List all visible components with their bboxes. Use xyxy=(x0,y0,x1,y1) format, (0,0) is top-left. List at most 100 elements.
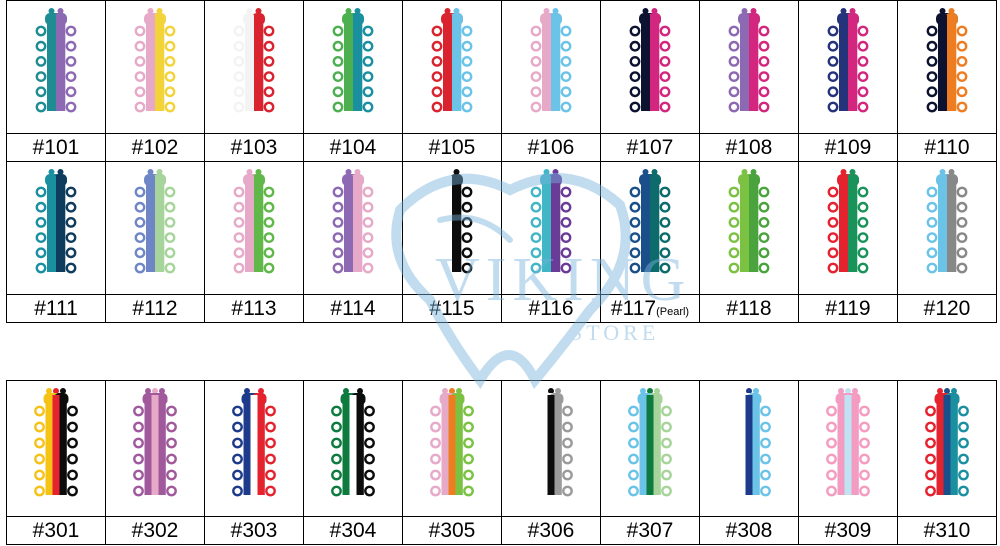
swatch-cell[interactable]: #306 xyxy=(502,381,601,545)
swatch-image xyxy=(799,381,897,517)
swatch-image xyxy=(700,1,798,134)
elastic-ligature-stick-icon xyxy=(827,8,869,113)
swatch-code: #112 xyxy=(132,297,178,320)
swatch-code-label: #106 xyxy=(502,133,600,161)
swatch-code-label: #307 xyxy=(601,516,699,544)
swatch-note: (Pearl) xyxy=(656,306,690,318)
elastic-ligature-stick-icon xyxy=(926,169,968,274)
swatch-cell[interactable]: #117(Pearl) xyxy=(601,162,700,323)
swatch-code: #108 xyxy=(725,136,773,159)
swatch-cell[interactable]: #310 xyxy=(898,381,997,545)
swatch-image xyxy=(106,381,204,517)
swatch-image xyxy=(502,1,600,134)
swatch-cell[interactable]: #118 xyxy=(700,162,799,323)
elastic-ligature-stick-icon xyxy=(133,388,177,497)
swatch-cell[interactable]: #111 xyxy=(7,162,106,323)
swatch-code: #306 xyxy=(527,519,575,542)
swatch-code: #308 xyxy=(725,519,773,542)
swatch-cell[interactable]: #114 xyxy=(304,162,403,323)
elastic-ligature-stick-icon xyxy=(530,169,572,274)
swatch-image xyxy=(601,381,699,517)
swatch-cell[interactable]: #105 xyxy=(403,1,502,162)
swatch-cell[interactable]: #303 xyxy=(205,381,304,545)
swatch-image xyxy=(502,381,600,517)
swatch-code-label: #109 xyxy=(799,133,897,161)
swatch-code: #101 xyxy=(32,136,80,159)
elastic-ligature-stick-icon xyxy=(629,8,671,113)
elastic-ligature-stick-icon xyxy=(728,169,770,274)
elastic-ligature-stick-icon xyxy=(332,169,374,274)
elastic-ligature-stick-icon xyxy=(431,169,473,274)
elastic-ligature-stick-icon xyxy=(727,388,771,497)
swatch-code-label: #119 xyxy=(799,294,897,322)
swatch-cell[interactable]: #302 xyxy=(106,381,205,545)
elastic-ligature-stick-icon xyxy=(332,8,374,113)
swatch-cell[interactable]: #106 xyxy=(502,1,601,162)
swatch-image xyxy=(700,381,798,517)
swatch-image xyxy=(601,1,699,134)
swatch-code-label: #310 xyxy=(898,516,996,544)
swatch-code-label: #103 xyxy=(205,133,303,161)
swatch-cell[interactable]: #115 xyxy=(403,162,502,323)
swatch-grid-300-series: #301 #302 #303 #304 #305 #306 #307 #308 #309 #310 xyxy=(6,380,997,545)
elastic-ligature-stick-icon xyxy=(827,169,869,274)
swatch-cell[interactable]: #308 xyxy=(700,381,799,545)
swatch-image xyxy=(403,1,501,134)
swatch-code: #301 xyxy=(32,519,80,542)
swatch-cell[interactable]: #301 xyxy=(7,381,106,545)
swatch-image xyxy=(106,162,204,295)
swatch-cell[interactable]: #116 xyxy=(502,162,601,323)
swatch-image xyxy=(205,381,303,517)
swatch-image xyxy=(403,381,501,517)
elastic-ligature-stick-icon xyxy=(233,8,275,113)
swatch-code-label: #301 xyxy=(7,516,105,544)
swatch-cell[interactable]: #113 xyxy=(205,162,304,323)
swatch-cell[interactable]: #103 xyxy=(205,1,304,162)
swatch-cell[interactable]: #120 xyxy=(898,162,997,323)
elastic-ligature-stick-icon xyxy=(134,169,176,274)
swatch-cell[interactable]: #108 xyxy=(700,1,799,162)
swatch-code-label: #110 xyxy=(898,133,996,161)
swatch-grid-100-series: #101 #102 #103 #104 #105 #106 #107 #108 #109 #110… xyxy=(6,0,997,323)
swatch-cell[interactable]: #305 xyxy=(403,381,502,545)
swatch-cell[interactable]: #304 xyxy=(304,381,403,545)
swatch-code: #109 xyxy=(824,136,872,159)
swatch-image xyxy=(7,162,105,295)
swatch-cell[interactable]: #119 xyxy=(799,162,898,323)
swatch-code: #116 xyxy=(528,297,574,320)
swatch-cell[interactable]: #307 xyxy=(601,381,700,545)
swatch-code-label: #309 xyxy=(799,516,897,544)
swatch-code-label: #101 xyxy=(7,133,105,161)
swatch-cell[interactable]: #101 xyxy=(7,1,106,162)
swatch-image xyxy=(799,1,897,134)
swatch-code: #303 xyxy=(230,519,278,542)
swatch-code: #114 xyxy=(330,297,376,320)
swatch-code: #113 xyxy=(231,297,277,320)
swatch-cell[interactable]: #309 xyxy=(799,381,898,545)
swatch-code-label: #304 xyxy=(304,516,402,544)
swatch-cell[interactable]: #107 xyxy=(601,1,700,162)
swatch-code-label: #302 xyxy=(106,516,204,544)
swatch-cell[interactable]: #104 xyxy=(304,1,403,162)
swatch-code: #118 xyxy=(726,297,772,320)
swatch-code-label: #113 xyxy=(205,294,303,322)
elastic-ligature-stick-icon xyxy=(134,8,176,113)
elastic-ligature-stick-icon xyxy=(529,388,573,497)
swatch-code: #307 xyxy=(626,519,674,542)
swatch-cell[interactable]: #112 xyxy=(106,162,205,323)
swatch-code-label: #104 xyxy=(304,133,402,161)
swatch-code-label: #120 xyxy=(898,294,996,322)
swatch-code: #106 xyxy=(527,136,575,159)
watermark-sub: STORE xyxy=(570,320,659,345)
swatch-cell[interactable]: #110 xyxy=(898,1,997,162)
swatch-code: #310 xyxy=(923,519,971,542)
swatch-code: #115 xyxy=(429,297,475,320)
swatch-image xyxy=(304,381,402,517)
swatch-image xyxy=(304,162,402,295)
swatch-code: #305 xyxy=(428,519,476,542)
swatch-cell[interactable]: #109 xyxy=(799,1,898,162)
swatch-code: #111 xyxy=(34,297,78,320)
swatch-code: #304 xyxy=(329,519,377,542)
swatch-code-label: #118 xyxy=(700,294,798,322)
swatch-cell[interactable]: #102 xyxy=(106,1,205,162)
